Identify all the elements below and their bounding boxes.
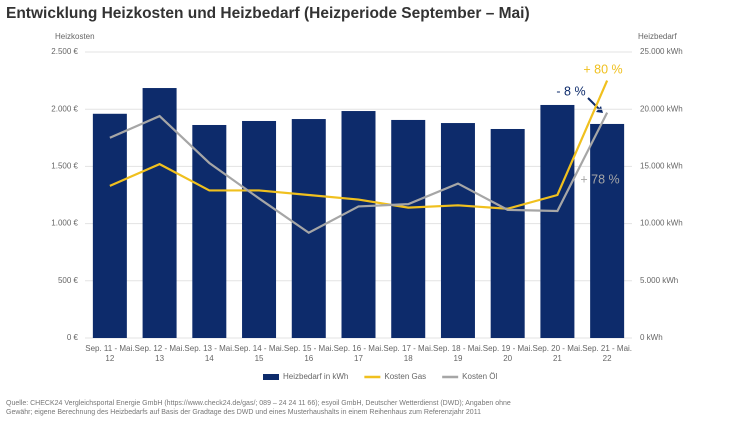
x-tick-label: Sep. 11 - Mai. 12	[85, 344, 135, 363]
y2-axis-title: Heizbedarf	[638, 32, 677, 41]
y2-tick-label: 15.000 kWh	[640, 162, 683, 171]
bar	[391, 119, 426, 338]
legend-swatch	[263, 374, 279, 380]
y2-tick-label: 25.000 kWh	[640, 47, 683, 56]
y-tick-label: 1.000 €	[51, 219, 78, 228]
legend-label: Heizbedarf in kWh	[283, 372, 348, 381]
bar	[192, 124, 227, 338]
x-tick-label: Sep. 21 - Mai. 22	[582, 344, 633, 363]
x-tick-label: Sep. 17 - Mai. 18	[383, 344, 434, 363]
bar	[590, 123, 625, 338]
y-axis-title: Heizkosten	[55, 32, 95, 41]
bar	[242, 120, 277, 338]
y2-tick-label: 20.000 kWh	[640, 104, 683, 113]
x-tick-label: Sep. 16 - Mai. 17	[333, 344, 384, 363]
x-tick-label: Sep. 12 - Mai. 13	[134, 344, 185, 363]
chart-title: Entwicklung Heizkosten und Heizbedarf (H…	[6, 5, 530, 22]
bar	[440, 123, 475, 339]
x-tick-label: Sep. 15 - Mai. 16	[283, 344, 334, 363]
y-tick-label: 500 €	[58, 276, 79, 285]
y2-tick-label: 10.000 kWh	[640, 219, 683, 228]
bar	[291, 119, 326, 339]
y-tick-label: 2.500 €	[51, 47, 78, 56]
x-tick-label: Sep. 19 - Mai. 20	[482, 344, 533, 363]
x-tick-label: Sep. 20 - Mai. 21	[532, 344, 583, 363]
line	[109, 80, 609, 210]
bar	[142, 88, 177, 338]
legend-label: Kosten Gas	[384, 372, 426, 381]
x-tick-label: Sep. 18 - Mai. 19	[433, 344, 483, 363]
x-tick-label: Sep. 14 - Mai. 15	[234, 344, 284, 363]
bar	[341, 111, 376, 339]
annotation: - 8 %	[556, 84, 585, 98]
y-tick-label: 2.000 €	[51, 104, 78, 113]
source: Quelle: CHECK24 Vergleichsportal Energie…	[6, 400, 511, 416]
y-tick-label: 1.500 €	[51, 162, 78, 171]
arrow	[587, 97, 601, 111]
annotation: + 78 %	[580, 172, 619, 186]
x-tick-label: Sep. 13 - Mai. 14	[184, 344, 235, 363]
legend-label: Kosten Öl	[462, 372, 497, 381]
bar	[540, 104, 575, 339]
y2-tick-label: 5.000 kWh	[640, 276, 678, 285]
line	[109, 112, 609, 235]
bar	[490, 128, 525, 338]
annotation: + 80 %	[583, 62, 622, 76]
bar	[92, 113, 127, 338]
y-tick-label: 0 €	[67, 333, 79, 342]
y2-tick-label: 0 kWh	[640, 333, 663, 342]
